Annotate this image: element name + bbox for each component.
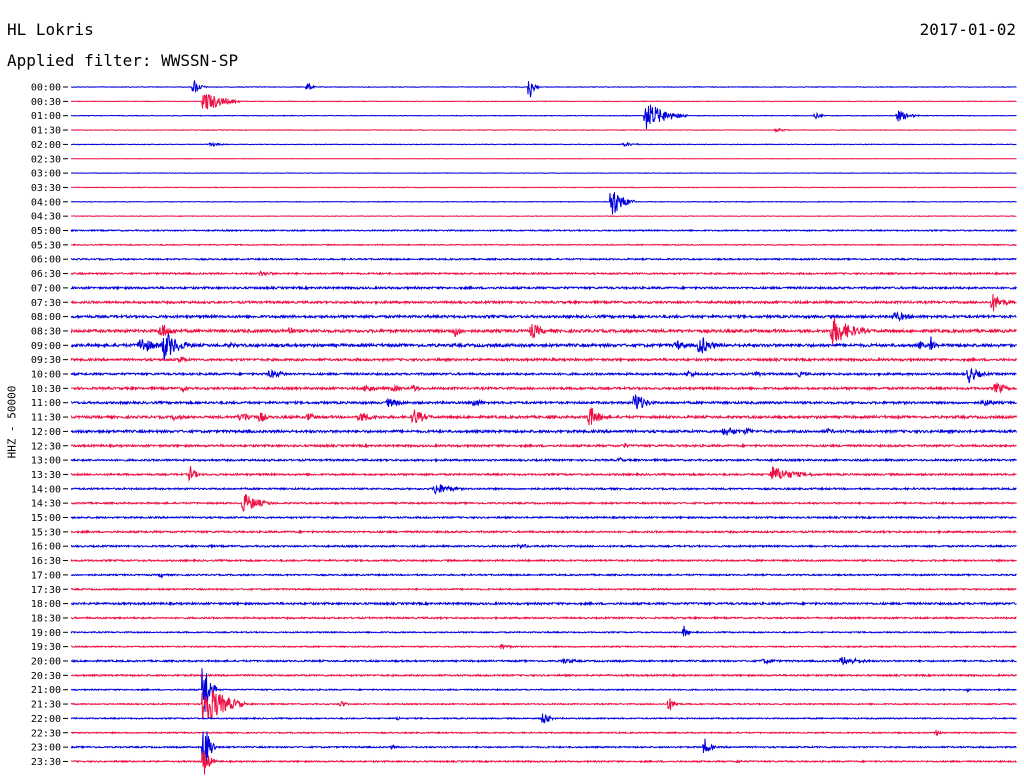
row-time-label: 02:00 <box>31 140 61 151</box>
seismic-trace-row <box>70 243 1017 247</box>
seismic-trace-row <box>71 186 1017 189</box>
filter-label: Applied filter: WWSSN-SP <box>7 51 239 70</box>
seismic-trace-row <box>70 731 1017 766</box>
row-time-label: 16:30 <box>31 556 61 567</box>
row-time-label: 10:00 <box>31 370 61 381</box>
row-time-label: 08:00 <box>31 312 61 323</box>
seismic-trace-row <box>70 382 1017 394</box>
seismic-trace-row <box>70 356 1017 364</box>
row-time-label: 19:30 <box>31 642 61 653</box>
seismic-trace-row <box>70 270 1017 278</box>
seismic-trace-row <box>71 393 1017 410</box>
seismic-trace-row <box>70 94 1017 110</box>
row-time-label: 09:30 <box>31 355 61 366</box>
row-time-label: 15:00 <box>31 513 61 524</box>
seismic-trace-row <box>70 228 1017 233</box>
row-time-label: 21:30 <box>31 700 61 711</box>
row-time-label: 05:00 <box>31 226 61 237</box>
row-time-label: 14:30 <box>31 499 61 510</box>
seismic-trace-row <box>71 673 1017 678</box>
row-time-label: 07:00 <box>31 283 61 294</box>
row-time-label: 15:30 <box>31 527 61 538</box>
row-time-label: 18:30 <box>31 613 61 624</box>
row-time-label: 08:30 <box>31 326 61 337</box>
row-time-label: 22:30 <box>31 728 61 739</box>
seismic-trace-row <box>70 643 1017 651</box>
seismic-trace-row <box>70 285 1017 291</box>
seismic-trace-row <box>70 407 1017 426</box>
seismic-trace-row <box>70 257 1017 262</box>
seismic-trace-row <box>71 141 1017 147</box>
row-time-label: 06:30 <box>31 269 61 280</box>
row-time-label: 07:30 <box>31 298 61 309</box>
row-time-label: 04:30 <box>31 212 61 223</box>
seismic-trace-row <box>70 442 1017 449</box>
seismic-trace-row <box>70 572 1017 579</box>
row-time-label: 13:30 <box>31 470 61 481</box>
row-time-label: 12:00 <box>31 427 61 438</box>
seismic-trace-row <box>70 466 1017 483</box>
seismic-trace-row <box>70 729 1017 737</box>
seismic-trace-row <box>70 656 1017 666</box>
row-time-label: 10:30 <box>31 384 61 395</box>
row-time-label: 04:00 <box>31 197 61 208</box>
row-time-label: 01:00 <box>31 111 61 122</box>
record-date: 2017-01-02 <box>919 20 1016 39</box>
row-time-label: 17:00 <box>31 570 61 581</box>
seismic-trace-row <box>70 427 1017 436</box>
row-time-label: 21:00 <box>31 685 61 696</box>
row-time-label: 12:30 <box>31 441 61 452</box>
seismic-trace-row <box>70 600 1017 607</box>
seismic-trace-row <box>70 587 1017 592</box>
row-time-label: 03:00 <box>31 169 61 180</box>
seismic-trace-row <box>70 456 1017 463</box>
seismic-trace-row <box>70 367 1017 384</box>
row-time-label: 06:00 <box>31 255 61 266</box>
row-time-label: 14:00 <box>31 484 61 495</box>
row-time-label: 01:30 <box>31 126 61 137</box>
seismic-trace-row <box>70 191 1017 215</box>
seismic-trace-row <box>70 625 1017 637</box>
seismic-trace-row <box>70 493 1017 512</box>
seismic-trace-row <box>70 558 1017 563</box>
row-time-label: 11:30 <box>31 413 61 424</box>
row-time-label: 23:30 <box>31 757 61 768</box>
row-time-label: 22:00 <box>31 714 61 725</box>
seismic-trace-row <box>70 311 1017 322</box>
seismic-trace-row <box>70 317 1017 346</box>
seismic-trace-row <box>70 104 1017 129</box>
row-time-label: 23:00 <box>31 743 61 754</box>
row-time-label: 05:30 <box>31 240 61 251</box>
row-time-label: 16:00 <box>31 542 61 553</box>
seismic-trace-row <box>70 127 1017 133</box>
row-time-label: 18:00 <box>31 599 61 610</box>
seismic-trace-row <box>70 615 1017 621</box>
row-time-label: 19:00 <box>31 628 61 639</box>
row-time-label: 00:00 <box>31 83 61 94</box>
seismic-trace-row <box>70 542 1017 550</box>
seismic-trace-row <box>70 713 1017 724</box>
seismic-trace-row <box>70 529 1017 535</box>
seismic-trace-row <box>70 333 1017 362</box>
seismic-trace-row <box>70 689 1017 720</box>
seismic-trace-row <box>70 668 1017 713</box>
seismic-trace-row <box>70 215 1017 218</box>
row-time-label: 17:30 <box>31 585 61 596</box>
row-time-label: 11:00 <box>31 398 61 409</box>
seismic-trace-row <box>70 515 1017 520</box>
seismic-trace-row <box>70 79 1017 98</box>
seismic-trace-row <box>70 293 1017 312</box>
row-time-label: 20:00 <box>31 657 61 668</box>
row-time-label: 20:30 <box>31 671 61 682</box>
row-time-label: 02:30 <box>31 154 61 165</box>
row-time-label: 13:00 <box>31 456 61 467</box>
row-time-label: 03:30 <box>31 183 61 194</box>
row-time-label: 00:30 <box>31 97 61 108</box>
seismic-trace-row <box>70 484 1017 495</box>
station-name: HL Lokris <box>7 20 94 39</box>
seismic-trace-row <box>70 750 1017 775</box>
row-time-label: 09:00 <box>31 341 61 352</box>
